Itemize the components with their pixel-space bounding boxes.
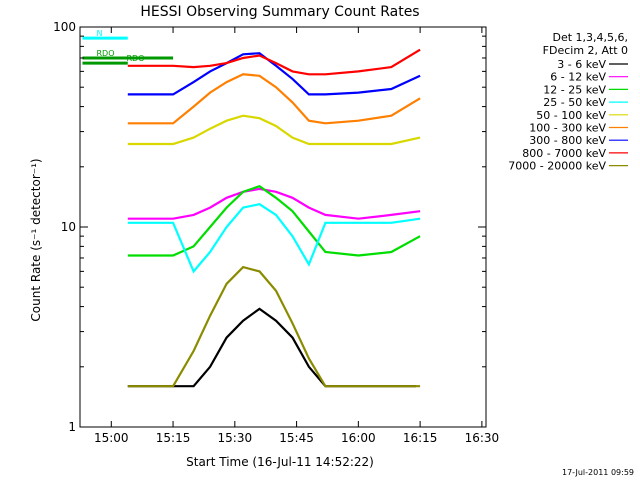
- legend-label-0: 3 - 6 keV: [557, 58, 606, 71]
- series-line-5: [127, 73, 421, 125]
- x-tick-label-5: 16:15: [403, 431, 438, 445]
- x-tick-label-4: 16:00: [341, 431, 376, 445]
- y-tick-label-2: 100: [53, 20, 76, 34]
- x-tick-label-1: 15:15: [156, 431, 191, 445]
- flags-layer: RDO RDO N: [82, 29, 174, 65]
- chart-title: HESSI Observing Summary Count Rates: [140, 4, 419, 20]
- series-line-3: [127, 203, 421, 274]
- series-layer: [127, 48, 421, 388]
- flag-label-2: N: [96, 29, 102, 38]
- timestamp: 17-Jul-2011 09:59: [562, 468, 634, 477]
- series-line-8: [127, 265, 421, 388]
- legend-label-8: 7000 - 20000 keV: [508, 160, 606, 173]
- x-tick-label-0: 15:00: [94, 431, 129, 445]
- x-axis-label: Start Time (16-Jul-11 14:52:22): [186, 455, 374, 469]
- y-tick-label-1: 10: [61, 220, 76, 234]
- legend-label-4: 50 - 100 keV: [536, 109, 606, 122]
- y-axis-label: Count Rate (s⁻¹ detector⁻¹): [29, 158, 43, 321]
- legend-header-0: Det 1,3,4,5,6,: [552, 31, 628, 44]
- legend-label-7: 800 - 7000 keV: [522, 147, 606, 160]
- y-tick-label-0: 1: [68, 420, 76, 434]
- ticks-layer: 15:00 15:15 15:30 15:45 16:00 16:15 16:30 1 10 10…: [53, 20, 499, 445]
- legend-label-1: 6 - 12 keV: [550, 71, 606, 84]
- series-line-1: [127, 187, 421, 220]
- series-line-2: [127, 184, 421, 257]
- flag-label-0: RDO: [96, 49, 114, 58]
- series-line-4: [127, 114, 421, 146]
- legend-label-2: 12 - 25 keV: [543, 83, 606, 96]
- x-tick-label-3: 15:45: [279, 431, 314, 445]
- series-line-0: [127, 307, 416, 388]
- legend-header-1: FDecim 2, Att 0: [543, 44, 628, 57]
- plot-frame: [79, 26, 487, 428]
- x-tick-label-6: 16:30: [465, 431, 500, 445]
- flag-label-1: RDO: [126, 54, 144, 63]
- legend-label-6: 300 - 800 keV: [529, 134, 606, 147]
- legend: Det 1,3,4,5,6,FDecim 2, Att 03 - 6 keV6 …: [508, 31, 628, 173]
- x-tick-label-2: 15:30: [218, 431, 253, 445]
- legend-label-5: 100 - 300 keV: [529, 122, 606, 135]
- series-line-7: [127, 48, 421, 76]
- legend-label-3: 25 - 50 keV: [543, 96, 606, 109]
